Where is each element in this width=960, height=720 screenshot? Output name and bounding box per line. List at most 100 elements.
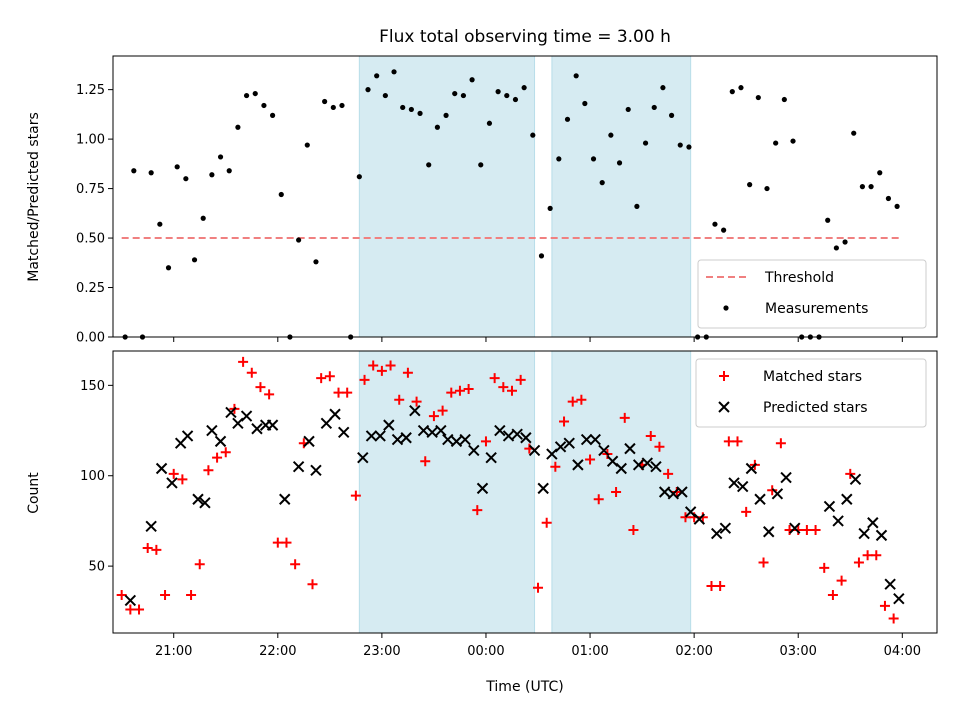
measurement-point [582,100,588,107]
top-shaded-interval [358,55,536,338]
measurement-point [443,112,449,118]
bottom-panel: 50 100 150 21:00 22:00 23:00 00:00 01:00 02:00 03… [80,350,938,659]
measurement-point [400,104,406,111]
measurement-point [686,144,692,150]
predicted-star-point [485,451,497,464]
predicted-star-point [459,433,471,446]
matched-star-point [385,360,396,371]
xtick-label: 21:00 [155,644,192,659]
measurement-point [738,85,744,91]
matched-star-point [480,436,491,447]
measurement-point [781,96,787,103]
matched-star-point [845,468,856,479]
matched-star-point [593,494,604,505]
matched-star-point [316,373,327,384]
matched-star-point [775,438,786,449]
matched-star-point [203,465,214,476]
matched-star-point [758,557,769,568]
predicted-star-point [199,497,211,509]
matched-star-point [454,385,465,396]
measurement-point [278,191,284,198]
predicted-star-point [417,424,430,437]
matched-star-point [290,559,301,570]
measurement-point [773,140,779,146]
measurement-point [235,124,241,130]
top-ytick-label: 0.00 [76,331,105,346]
measurement-point [296,237,302,243]
matched-star-point [801,524,812,535]
measurement-point [764,185,770,192]
matched-star-point [498,382,509,393]
predicted-star-point [650,460,662,473]
xtick-label: 23:00 [363,644,400,659]
predicted-star-point [192,493,204,505]
matched-star-point [827,590,838,601]
measurement-point [200,215,206,221]
measurement-point [616,160,623,166]
measurement-point [530,132,536,138]
matched-star-point [533,582,544,593]
legend-matched-swatch [719,371,729,381]
matched-star-point [194,559,205,570]
legend-measurements-swatch [723,305,729,311]
predicted-star-point [710,527,723,540]
bottom-ytick-label: 150 [80,379,105,394]
matched-star-point [559,416,570,427]
matched-star-point [177,474,188,485]
measurement-point [157,221,163,227]
measurement-point [269,112,276,118]
measurement-point [417,110,423,116]
measurement-point [374,73,380,79]
measurement-point [504,92,510,99]
predicted-star-point [310,464,322,477]
predicted-star-point [450,435,463,448]
predicted-star-point [554,441,567,453]
measurement-point [322,98,328,105]
matched-star-point [125,604,136,615]
predicted-star-point [232,417,244,430]
measurement-point [894,203,900,209]
predicted-star-point [166,477,178,489]
predicted-star-point [641,457,654,469]
measurement-point [426,162,432,168]
matched-star-point [836,575,847,586]
measurement-point [330,104,336,111]
measurement-point [165,265,172,271]
measurement-point [825,217,831,223]
measurement-point [634,203,640,209]
matched-star-point [576,394,587,405]
legend-label: Measurements [765,301,868,317]
matched-star-point [324,371,335,382]
matched-star-point [238,356,249,367]
measurement-point [339,102,345,109]
bottom-shaded-interval [358,350,536,634]
matched-star-point [264,389,275,400]
predicted-star-point [832,515,844,527]
matched-star-point [142,543,153,554]
predicted-star-point [476,482,489,495]
matched-star-point [489,373,500,384]
measurement-point [712,221,718,227]
matched-star-point [212,452,223,463]
matched-star-point [160,590,171,601]
measurement-point [755,94,761,101]
measurement-point [660,85,666,91]
predicted-star-point [719,522,732,534]
predicted-star-point [442,433,454,446]
bottom-legend: Matched stars Predicted stars [695,358,927,428]
matched-star-point [862,550,873,561]
measurement-point [304,142,310,148]
matched-star-point [437,405,448,416]
predicted-star-point [754,493,766,505]
bottom-shaded-interval [551,350,692,634]
measurement-point [356,174,362,180]
predicted-star-point [357,451,369,464]
predicted-star-point [511,428,523,440]
measurement-point [538,253,545,259]
predicted-star-point [435,424,447,437]
chart-title: Flux total observing time = 3.00 h [379,27,671,47]
matched-star-point [715,581,726,591]
predicted-star-point [676,486,688,498]
predicted-star-point [426,426,438,439]
predicted-star-point [279,493,291,505]
